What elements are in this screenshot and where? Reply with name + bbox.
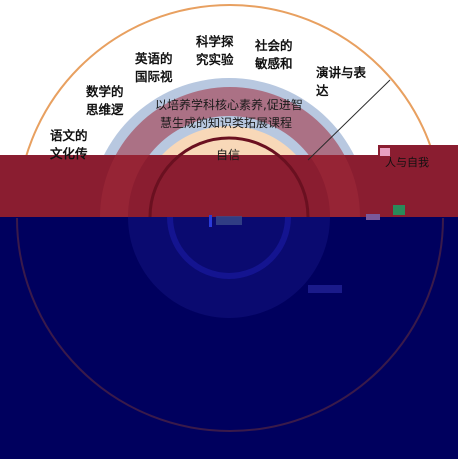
glitch-mark-center [209, 215, 212, 227]
label-society: 社会的 敏感和 [254, 38, 293, 71]
svg-text:达: 达 [316, 83, 329, 98]
svg-text:慧生成的知识类拓展课程: 慧生成的知识类拓展课程 [160, 115, 292, 130]
svg-text:英语的: 英语的 [135, 51, 173, 66]
glitch-mark-lower [308, 285, 342, 293]
label-math: 数学的 思维逻 [85, 84, 124, 117]
svg-text:语文的: 语文的 [50, 128, 88, 143]
right-label: 人与自我 [385, 156, 429, 169]
svg-text:国际视: 国际视 [135, 69, 173, 84]
glitch-mark-center-2 [216, 216, 242, 225]
inner-label: 自信 [216, 148, 240, 162]
label-science: 科学探 究实验 [196, 34, 234, 67]
label-speech: 演讲与表 达 [316, 65, 367, 98]
glitch-mark-right-2 [366, 214, 380, 220]
svg-text:数学的: 数学的 [85, 84, 124, 99]
svg-text:究实验: 究实验 [196, 52, 234, 67]
svg-text:科学探: 科学探 [196, 34, 234, 49]
svg-text:思维逻: 思维逻 [86, 102, 124, 117]
svg-text:文化传: 文化传 [50, 146, 88, 161]
glitch-mark-right [393, 205, 405, 215]
svg-text:社会的: 社会的 [254, 38, 293, 53]
glitch-mark-pink [380, 148, 390, 156]
svg-text:演讲与表: 演讲与表 [316, 65, 367, 80]
label-english: 英语的 国际视 [135, 51, 173, 84]
svg-text:以培养学科核心素养,促进智: 以培养学科核心素养,促进智 [155, 97, 303, 112]
svg-text:敏感和: 敏感和 [254, 56, 293, 71]
label-chinese: 语文的 文化传 [50, 128, 88, 161]
